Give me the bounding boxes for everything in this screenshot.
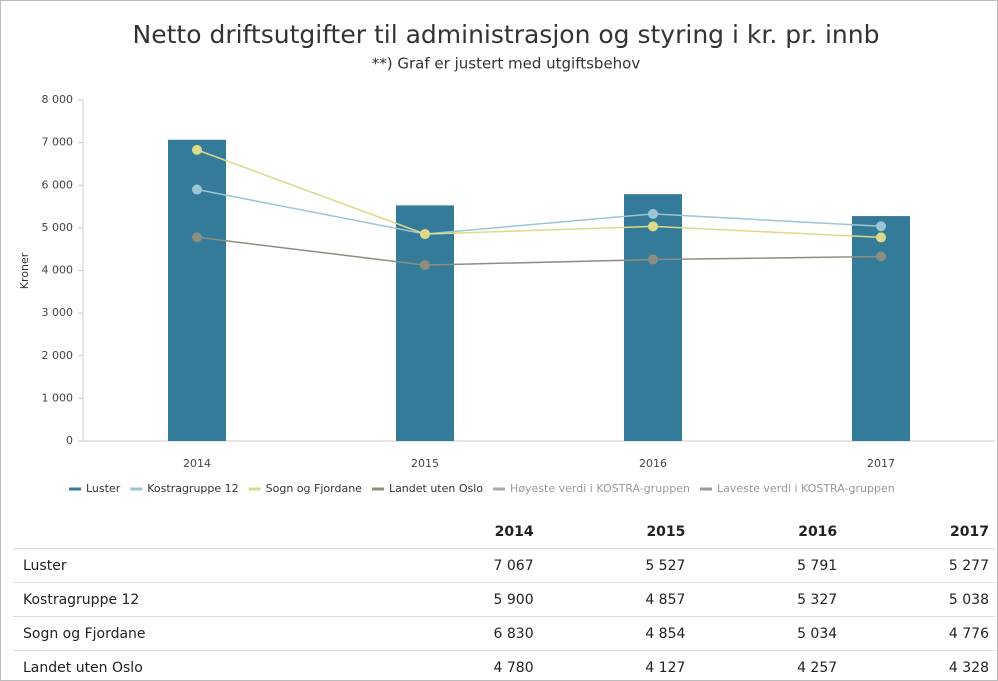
bar xyxy=(396,205,454,441)
value-cell: 4 857 xyxy=(539,582,692,617)
row-label: Kostragruppe 12 xyxy=(13,582,388,617)
marker xyxy=(648,254,658,265)
x-tick-label: 2017 xyxy=(867,457,895,470)
marker xyxy=(192,184,202,195)
y-tick-label: 2 000 xyxy=(42,349,74,362)
marker xyxy=(876,251,886,262)
x-tick-label: 2016 xyxy=(639,457,667,470)
header-cell: 2016 xyxy=(691,515,844,549)
marker xyxy=(876,221,886,232)
row-label: Luster xyxy=(13,548,388,583)
data-table: 2014 2015 2016 2017 Luster 7 067 5 527 5 791 5 2… xyxy=(13,515,995,680)
legend-label: Luster xyxy=(86,482,121,495)
value-cell: 5 034 xyxy=(691,616,844,651)
y-tick-label: 6 000 xyxy=(42,178,74,191)
value-cell: 4 776 xyxy=(843,616,995,651)
value-cell: 4 854 xyxy=(539,616,692,651)
table-row: Landet uten Oslo 4 780 4 127 4 257 4 328 xyxy=(13,650,995,680)
value-cell: 4 257 xyxy=(691,650,844,680)
marker xyxy=(420,229,430,240)
value-cell: 4 328 xyxy=(843,650,995,680)
row-label: Landet uten Oslo xyxy=(13,650,388,680)
y-tick-label: 3 000 xyxy=(42,306,74,319)
marker xyxy=(420,260,430,271)
value-cell: 7 067 xyxy=(387,548,540,583)
value-cell: 5 277 xyxy=(843,548,995,583)
y-tick-label: 1 000 xyxy=(42,391,74,404)
value-cell: 5 327 xyxy=(691,582,844,617)
header-cell: 2017 xyxy=(843,515,995,549)
chart: Netto driftsutgifter til administrasjon … xyxy=(18,20,995,495)
x-tick-label: 2014 xyxy=(183,457,211,470)
line xyxy=(196,236,882,266)
header-cell xyxy=(13,515,388,549)
marker xyxy=(192,232,202,243)
table-row: Luster 7 067 5 527 5 791 5 277 xyxy=(13,548,995,583)
row-label: Sogn og Fjordane xyxy=(13,616,388,651)
line xyxy=(196,149,882,239)
value-cell: 6 830 xyxy=(387,616,540,651)
y-tick-label: 0 xyxy=(66,434,73,447)
legend-label: Kostragruppe 12 xyxy=(147,482,238,495)
chart-title: Netto driftsutgifter til administrasjon … xyxy=(133,20,880,49)
value-cell: 5 791 xyxy=(691,548,844,583)
header-cell: 2015 xyxy=(539,515,692,549)
legend-label: Laveste verdi i KOSTRA-gruppen xyxy=(717,482,895,495)
bar xyxy=(852,216,910,441)
marker xyxy=(876,232,886,243)
y-tick-label: 7 000 xyxy=(42,136,74,149)
table-row: Sogn og Fjordane 6 830 4 854 5 034 4 776 xyxy=(13,616,995,651)
table-header: 2014 2015 2016 2017 xyxy=(13,515,995,549)
y-axis-label: Kroner xyxy=(18,252,31,289)
legend-label: Høyeste verdi i KOSTRA-gruppen xyxy=(510,482,690,495)
y-tick-label: 5 000 xyxy=(42,221,74,234)
marker xyxy=(648,208,658,219)
value-cell: 5 900 xyxy=(387,582,540,617)
legend-label: Sogn og Fjordane xyxy=(266,482,363,495)
value-cell: 5 527 xyxy=(539,548,692,583)
marker xyxy=(192,144,202,155)
header-cell: 2014 xyxy=(387,515,540,549)
value-cell: 5 038 xyxy=(843,582,995,617)
bar xyxy=(624,194,682,441)
chart-subtitle: **) Graf er justert med utgiftsbehov xyxy=(372,55,641,73)
value-cell: 4 127 xyxy=(539,650,692,680)
table-row: Kostragruppe 12 5 900 4 857 5 327 5 038 xyxy=(13,582,995,617)
line xyxy=(196,188,882,235)
y-tick-label: 4 000 xyxy=(42,264,74,277)
x-tick-label: 2015 xyxy=(411,457,439,470)
y-tick-label: 8 000 xyxy=(42,93,74,106)
marker xyxy=(648,221,658,232)
value-cell: 4 780 xyxy=(387,650,540,680)
legend-label: Landet uten Oslo xyxy=(389,482,483,495)
